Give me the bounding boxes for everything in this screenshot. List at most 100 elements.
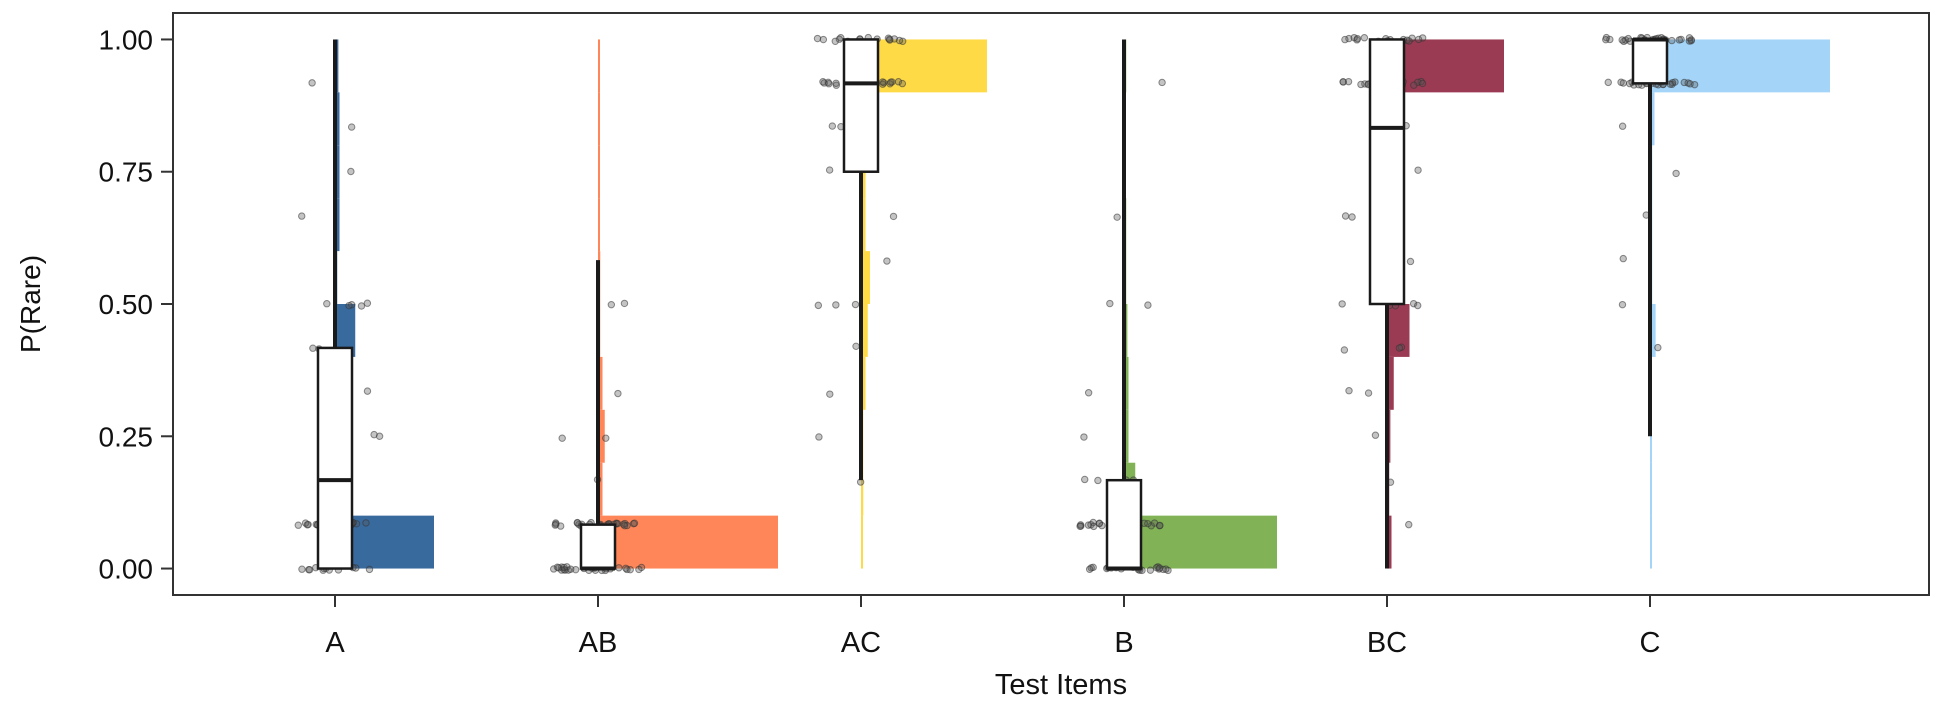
y-tick-label: 0.00 [99,554,154,585]
histogram-bar [335,92,340,146]
y-tick-label: 0.25 [99,421,154,452]
data-point [1090,522,1098,531]
data-point [563,563,571,571]
data-point [1341,35,1349,44]
histogram-bar [1650,462,1652,516]
data-point [883,257,891,265]
data-point [878,78,887,86]
x-tick-label: A [325,627,345,659]
data-point [1685,34,1694,42]
histogram-bar [861,462,864,516]
data-point [1094,476,1102,485]
data-point [1618,36,1626,44]
data-point [819,35,828,44]
histogram-bar [1387,304,1410,357]
axes-layer: P(Rare) Test Items 0.00 0.25 0.50 0.75 1.00 A… [15,12,1930,701]
histogram-bar [598,198,600,252]
plot-frame [172,12,1930,596]
boxplot-layer [316,37,1669,571]
data-point [1672,169,1680,178]
data-point [1410,81,1418,89]
data-point [370,430,378,439]
histogram-bar [861,198,866,252]
data-point [602,434,610,442]
histogram-bar [1387,39,1504,93]
data-point [1619,79,1628,87]
data-point [879,80,887,88]
histogram-bar [335,198,340,252]
data-point [826,390,834,398]
data-point [347,123,356,131]
data-point [556,522,565,530]
data-point [1340,346,1349,354]
histogram-bar [598,39,600,93]
data-point [1081,475,1089,484]
data-point [1602,35,1610,44]
data-point [1113,213,1121,221]
box [1368,38,1406,306]
data-point [1357,80,1365,89]
data-point [323,300,331,308]
data-point [614,389,622,398]
histogram-bar [861,304,868,357]
data-point [852,342,860,351]
data-point [1409,299,1418,308]
data-point [615,564,623,572]
data-point [815,433,823,441]
data-point [895,36,904,45]
histogram-bar [861,356,866,410]
data-point [567,565,575,573]
data-point [1418,79,1427,88]
histogram-bar [335,145,340,199]
data-point [885,35,894,43]
data-point [832,79,840,87]
data-point [623,521,631,530]
histogram-bar [1124,409,1129,463]
data-point [1076,522,1084,530]
data-point [1341,212,1350,220]
data-point [620,521,629,530]
data-point [1360,34,1369,42]
data-point [1146,566,1155,574]
data-point [1405,520,1413,529]
data-point [1364,389,1373,397]
box [842,38,880,173]
x-axis-label: Test Items [995,669,1127,701]
data-point [305,566,314,574]
data-point [1618,122,1627,130]
data-point [558,434,566,442]
data-point [622,564,630,572]
data-point [362,519,370,527]
x-tick-label: C [1640,627,1661,659]
x-tick-label: AC [841,627,881,659]
box [579,523,617,570]
data-point [1085,565,1094,573]
histogram-bar [1124,356,1129,410]
data-point [365,565,374,574]
data-point [1405,37,1413,45]
data-point [1158,78,1166,87]
data-point [1162,565,1170,573]
data-point [825,166,834,174]
data-point [1414,166,1422,174]
data-point [1098,521,1106,530]
box [1105,478,1143,570]
data-point [898,79,907,88]
histogram-bar [861,251,870,304]
data-point [294,521,302,529]
data-point [1345,387,1353,395]
data-point [553,563,562,571]
y-tick-label: 0.50 [99,289,154,320]
data-point [363,299,372,307]
data-point [1414,301,1422,310]
y-tick-label: 0.75 [99,157,154,188]
data-point [813,34,822,43]
histogram-bar [598,462,603,516]
data-point [1406,257,1415,266]
data-point [308,79,316,87]
box [1631,38,1669,85]
data-point [1144,301,1152,309]
data-point [1418,34,1427,42]
histogram-bar [1124,515,1277,569]
